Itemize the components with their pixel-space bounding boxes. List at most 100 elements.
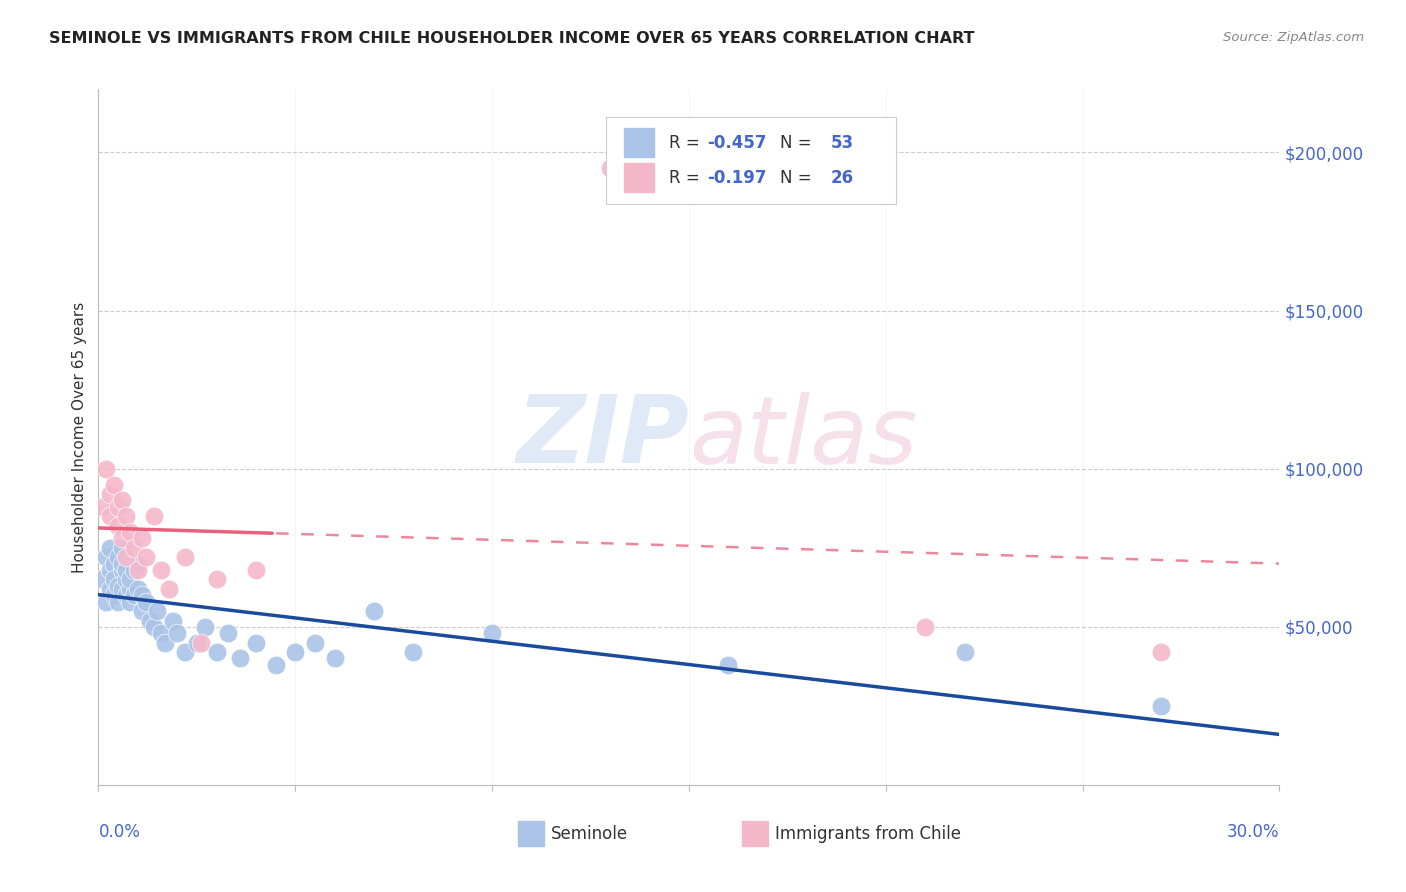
Bar (517, 822, 544, 847)
Point (122, 588, 145, 602)
Point (155, 635, 177, 649)
Point (304, 635, 326, 649)
Point (142, 509, 165, 524)
Text: 53: 53 (831, 134, 853, 152)
Point (98, 487, 121, 501)
Point (103, 477, 125, 491)
Text: R =: R = (669, 169, 704, 186)
Point (118, 594, 141, 608)
Point (115, 550, 138, 565)
Point (135, 594, 157, 608)
Point (111, 541, 134, 555)
Point (103, 557, 125, 571)
Point (111, 531, 134, 545)
Text: N =: N = (780, 134, 817, 152)
Point (1150, 645, 1173, 659)
Point (96, 550, 118, 565)
Point (115, 563, 138, 577)
Text: 26: 26 (831, 169, 853, 186)
Point (190, 635, 212, 649)
Point (96, 461, 118, 475)
Point (146, 604, 169, 618)
Point (229, 651, 252, 665)
Point (205, 645, 228, 659)
Point (131, 604, 153, 618)
Point (91, 573, 114, 587)
Point (481, 626, 503, 640)
Text: -0.197: -0.197 (707, 169, 766, 186)
Point (284, 645, 307, 659)
Point (138, 614, 160, 628)
Point (1150, 698, 1173, 713)
Text: 30.0%: 30.0% (1227, 823, 1279, 841)
Point (245, 635, 267, 649)
Point (142, 620, 165, 634)
Point (98, 509, 121, 524)
Point (402, 645, 425, 659)
Text: Source: ZipAtlas.com: Source: ZipAtlas.com (1223, 31, 1364, 45)
Point (194, 620, 217, 634)
Text: SEMINOLE VS IMMIGRANTS FROM CHILE HOUSEHOLDER INCOME OVER 65 YEARS CORRELATION C: SEMINOLE VS IMMIGRANTS FROM CHILE HOUSEH… (49, 31, 974, 46)
Point (118, 573, 141, 587)
Point (717, 657, 740, 672)
Point (599, 161, 621, 176)
Text: 0.0%: 0.0% (98, 823, 141, 841)
Point (127, 563, 149, 577)
Point (150, 626, 173, 640)
Point (115, 573, 138, 587)
Point (111, 563, 134, 577)
Point (107, 579, 129, 593)
Point (118, 524, 141, 539)
Point (115, 588, 138, 602)
Point (107, 550, 129, 565)
Point (174, 645, 197, 659)
Point (914, 620, 936, 634)
Point (135, 550, 157, 565)
Bar (624, 163, 654, 192)
Text: Immigrants from Chile: Immigrants from Chile (775, 825, 962, 843)
Point (162, 614, 184, 628)
Point (131, 588, 153, 602)
Point (107, 518, 129, 533)
Point (98, 582, 121, 596)
Point (111, 493, 134, 508)
Point (115, 509, 138, 524)
FancyBboxPatch shape (606, 117, 896, 204)
Point (118, 582, 141, 596)
Point (127, 582, 149, 596)
Text: Seminole: Seminole (551, 825, 628, 843)
Point (150, 563, 173, 577)
Point (122, 563, 145, 577)
Text: atlas: atlas (689, 392, 917, 483)
Point (953, 645, 976, 659)
Point (107, 594, 129, 608)
Point (103, 573, 125, 587)
Point (205, 573, 228, 587)
Point (157, 582, 180, 596)
Point (111, 557, 134, 571)
Point (98, 541, 121, 555)
Point (217, 626, 239, 640)
Text: N =: N = (780, 169, 817, 186)
Text: ZIP: ZIP (516, 391, 689, 483)
Bar (742, 822, 768, 847)
Point (107, 500, 129, 514)
Bar (624, 128, 654, 157)
Point (245, 563, 267, 577)
Point (111, 582, 134, 596)
Point (264, 657, 287, 672)
Point (174, 550, 197, 565)
Point (166, 626, 188, 640)
Point (186, 635, 208, 649)
Point (131, 531, 153, 545)
Y-axis label: Householder Income Over 65 years: Householder Income Over 65 years (72, 301, 87, 573)
Point (96, 594, 118, 608)
Point (323, 651, 346, 665)
Text: -0.457: -0.457 (707, 134, 766, 152)
Point (98, 563, 121, 577)
Text: R =: R = (669, 134, 704, 152)
Point (122, 541, 145, 555)
Point (91, 500, 114, 514)
Point (363, 604, 385, 618)
Point (103, 588, 125, 602)
